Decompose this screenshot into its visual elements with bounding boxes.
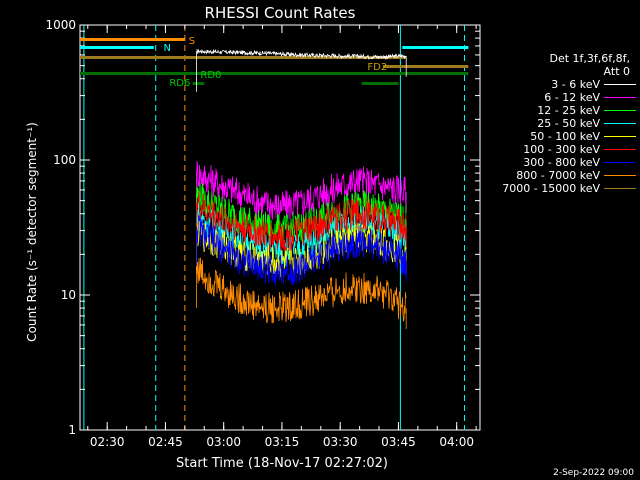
legend-swatch	[604, 149, 636, 150]
legend-item: 800 - 7000 keV	[476, 169, 636, 182]
legend-item: 300 - 800 keV	[476, 156, 636, 169]
legend: Det 1f,3f,6f,8f, Att 0 3 - 6 keV 6 - 12 k…	[476, 52, 636, 195]
x-axis-label: Start Time (18-Nov-17 02:27:02)	[176, 456, 388, 471]
legend-swatch	[604, 162, 636, 163]
legend-label: 12 - 25 keV	[537, 104, 600, 117]
legend-swatch	[604, 110, 636, 111]
legend-label: 50 - 100 keV	[530, 130, 600, 143]
state-flag-bar-5	[361, 82, 399, 85]
x-tick-label: 03:45	[381, 435, 416, 449]
legend-item: 50 - 100 keV	[476, 130, 636, 143]
x-tick-label: 03:30	[323, 435, 358, 449]
plot-frame	[79, 24, 481, 431]
state-flag-bar-1	[80, 46, 154, 49]
series-800-7000-kev	[196, 257, 407, 324]
y-tick-label: 1000	[45, 18, 76, 32]
y-axis-label: Count Rate (s⁻¹ detector segment⁻¹)	[25, 122, 39, 342]
legend-swatch	[604, 136, 636, 137]
y-tick-label: 100	[53, 153, 76, 167]
legend-swatch	[604, 97, 636, 98]
state-flag-bar-2	[80, 56, 407, 59]
series-100-300-kev	[196, 190, 407, 252]
legend-item: 7000 - 15000 keV	[476, 182, 636, 195]
state-flag-bar-5	[192, 82, 205, 85]
legend-item: 3 - 6 keV	[476, 78, 636, 91]
legend-label: 25 - 50 keV	[537, 117, 600, 130]
legend-swatch	[604, 123, 636, 124]
legend-label: 6 - 12 keV	[544, 91, 600, 104]
legend-swatch	[604, 84, 636, 85]
x-tick-label: 02:45	[148, 435, 183, 449]
state-flag-bar-4	[80, 72, 469, 75]
generation-date: 2-Sep-2022 09:00	[553, 468, 634, 478]
legend-item: 12 - 25 keV	[476, 104, 636, 117]
legend-label: 300 - 800 keV	[523, 156, 600, 169]
series-300-800-kev	[196, 214, 407, 287]
annotation-n: N	[163, 43, 170, 54]
chart-title: RHESSI Count Rates	[205, 4, 356, 22]
legend-label: 800 - 7000 keV	[516, 169, 600, 182]
legend-item: 25 - 50 keV	[476, 117, 636, 130]
legend-entries: 3 - 6 keV 6 - 12 keV 12 - 25 keV 25 - 50 ke…	[476, 78, 636, 195]
series-6-12-kev	[196, 161, 407, 220]
legend-item: 100 - 300 keV	[476, 143, 636, 156]
annotation-s: S	[189, 36, 195, 47]
state-flag-bar-3	[382, 65, 469, 68]
legend-item: 6 - 12 keV	[476, 91, 636, 104]
legend-header-detectors: Det 1f,3f,6f,8f,	[549, 52, 630, 65]
x-tick-label: 04:00	[439, 435, 474, 449]
x-tick-label: 03:00	[206, 435, 241, 449]
legend-header-attenuator: Att 0	[603, 65, 630, 78]
annotation-rd0: RD0	[200, 70, 221, 81]
series-3-6-kev	[196, 48, 407, 61]
legend-swatch	[604, 175, 636, 176]
legend-label: 3 - 6 keV	[551, 78, 600, 91]
annotation-rd6: RD6	[169, 78, 190, 89]
legend-swatch	[604, 188, 636, 189]
legend-label: 100 - 300 keV	[523, 143, 600, 156]
state-flag-bar-1	[402, 46, 469, 49]
x-tick-label: 02:30	[90, 435, 125, 449]
y-tick-label: 10	[61, 288, 76, 302]
annotation-fd2: FD2	[367, 62, 387, 73]
x-tick-label: 03:15	[265, 435, 300, 449]
y-tick-label: 1	[68, 423, 76, 437]
state-flag-bar-0	[80, 38, 185, 41]
legend-label: 7000 - 15000 keV	[502, 182, 600, 195]
